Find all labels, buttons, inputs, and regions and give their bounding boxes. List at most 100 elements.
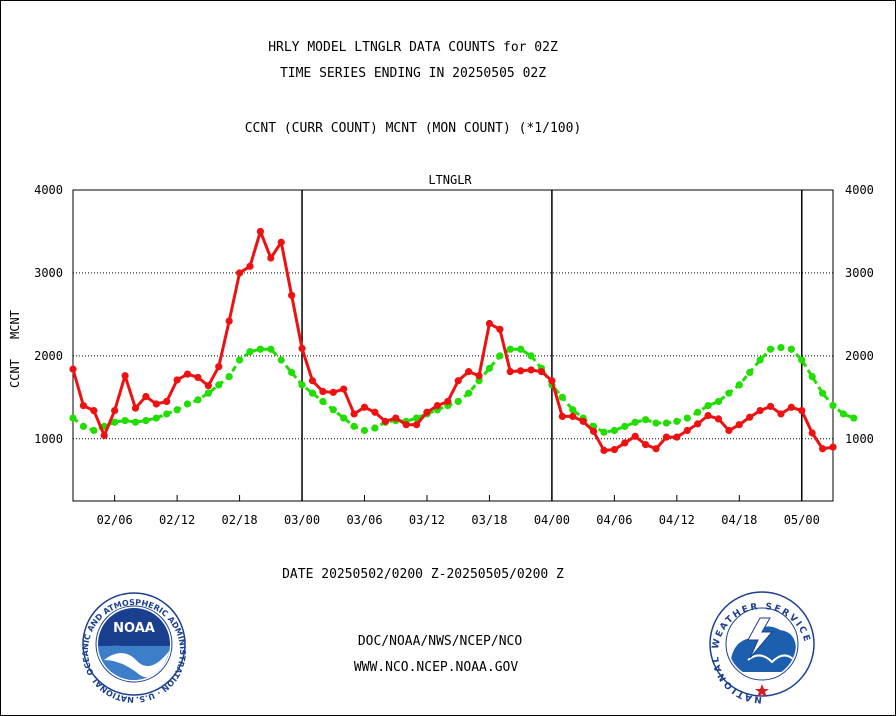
series-line-mcnt (72, 346, 855, 434)
data-point-mcnt (194, 396, 202, 404)
data-point-mcnt (517, 345, 525, 353)
xtick-label: 05/00 (784, 513, 820, 527)
data-point-ccnt (444, 397, 452, 406)
data-point-mcnt (121, 416, 129, 425)
data-point-mcnt (808, 373, 816, 381)
data-point-mcnt (465, 389, 473, 397)
data-point-ccnt (100, 431, 108, 440)
nws-star-icon (755, 684, 769, 697)
data-point-mcnt (506, 345, 514, 353)
chart-subtitle: CCNT (CURR COUNT) MCNT (MON COUNT) (*1/1… (245, 121, 582, 136)
xtick-label: 04/00 (534, 513, 570, 527)
data-point-mcnt (610, 426, 618, 435)
data-point-mcnt (621, 422, 629, 430)
data-point-ccnt (485, 319, 494, 328)
data-point-ccnt (631, 432, 639, 440)
data-point-mcnt (350, 422, 358, 430)
data-point-ccnt (735, 421, 743, 429)
data-point-mcnt (756, 356, 764, 364)
data-point-ccnt (610, 445, 618, 454)
data-point-mcnt (204, 389, 212, 397)
data-point-mcnt (371, 424, 379, 432)
data-point-mcnt (818, 389, 827, 397)
data-point-ccnt (465, 368, 473, 376)
data-point-mcnt (142, 416, 150, 425)
noaa-logo: NATIONAL OCEANIC AND ATMOSPHERIC ADMINIS… (0, 0, 187, 704)
data-point-ccnt (662, 433, 671, 441)
data-point-mcnt (683, 414, 691, 422)
data-point-ccnt (392, 414, 400, 422)
data-point-ccnt (683, 426, 691, 435)
data-point-mcnt (569, 406, 577, 414)
data-point-ccnt (204, 382, 212, 390)
data-point-ccnt (756, 407, 764, 415)
data-point-ccnt (818, 445, 827, 453)
data-point-mcnt (298, 381, 306, 389)
data-point-mcnt (288, 368, 296, 377)
ytick-label-right: 2000 (845, 349, 874, 363)
data-point-ccnt (506, 368, 514, 376)
axes (72, 189, 834, 502)
data-point-mcnt (787, 345, 795, 353)
data-point-mcnt (111, 418, 119, 426)
ytick-label-left: 3000 (34, 266, 63, 280)
data-point-ccnt (79, 402, 88, 410)
data-point-ccnt (527, 366, 535, 374)
ylabel-mcnt: MCNT (8, 310, 22, 339)
data-point-ccnt (256, 227, 264, 236)
data-point-ccnt (642, 441, 650, 449)
data-point-mcnt (246, 348, 254, 356)
data-point-mcnt (256, 345, 264, 353)
data-point-mcnt (277, 356, 285, 364)
chart-title-series: TIME SERIES ENDING IN 20250505 02Z (280, 66, 546, 81)
data-point-ccnt (725, 426, 733, 435)
xtick-label: 03/18 (471, 513, 507, 527)
data-point-mcnt (673, 417, 681, 425)
data-point-mcnt (79, 422, 88, 430)
ytick-label-left: 1000 (34, 432, 63, 446)
data-point-mcnt (454, 397, 462, 406)
data-point-mcnt (694, 408, 702, 416)
data-point-ccnt (360, 403, 369, 411)
data-point-mcnt (829, 402, 837, 410)
data-point-ccnt (173, 376, 181, 384)
data-point-mcnt (163, 410, 171, 418)
data-point-ccnt (183, 370, 192, 378)
noaa-ring-text: NATIONAL OCEANIC AND ATMOSPHERIC ADMINIS… (0, 0, 187, 704)
data-point-mcnt (496, 352, 504, 360)
plot-area (72, 189, 834, 502)
data-point-ccnt (433, 402, 441, 410)
data-point-mcnt (131, 418, 140, 426)
data-point-mcnt (850, 414, 858, 422)
credit-line-2: WWW.NCO.NCEP.NOAA.GOV (354, 660, 519, 675)
data-point-mcnt (360, 426, 369, 435)
data-point-mcnt (714, 397, 723, 406)
credit-line-1: DOC/NOAA/NWS/NCEP/NCO (358, 634, 523, 649)
ylabel-ccnt: CCNT (8, 359, 22, 388)
data-point-ccnt (423, 408, 431, 416)
data-point-ccnt (746, 413, 754, 421)
xtick-label: 03/12 (409, 513, 445, 527)
data-point-ccnt (652, 445, 660, 453)
series-lines (69, 227, 858, 455)
xtick-label: 04/06 (596, 513, 632, 527)
data-point-ccnt (714, 415, 723, 423)
data-point-ccnt (777, 410, 785, 418)
data-point-ccnt (298, 344, 306, 353)
data-point-mcnt (652, 419, 660, 427)
data-point-mcnt (662, 419, 671, 427)
data-point-mcnt (558, 393, 566, 401)
data-point-mcnt (183, 400, 192, 408)
data-point-ccnt (829, 443, 837, 451)
data-point-mcnt (340, 414, 348, 422)
xtick-label: 04/12 (659, 513, 695, 527)
data-point-mcnt (69, 414, 77, 422)
data-point-ccnt (350, 410, 358, 418)
data-point-ccnt (235, 269, 244, 277)
data-point-mcnt (631, 418, 639, 426)
xtick-label: 02/06 (97, 513, 133, 527)
ytick-label-right: 1000 (845, 432, 874, 446)
data-point-ccnt (90, 407, 98, 415)
data-point-ccnt (475, 372, 483, 380)
